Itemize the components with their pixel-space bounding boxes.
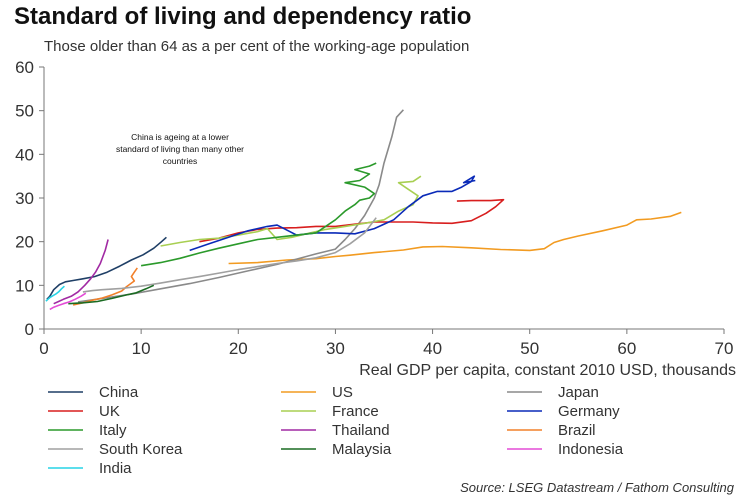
legend-label: Thailand bbox=[332, 422, 390, 439]
x-tick-label: 10 bbox=[132, 339, 151, 358]
x-tick-label: 20 bbox=[229, 339, 248, 358]
legend-item: Germany bbox=[507, 403, 620, 420]
series-line-india bbox=[45, 285, 65, 302]
series-line-france bbox=[160, 175, 422, 247]
legend-item: Indonesia bbox=[507, 441, 624, 458]
series-lines bbox=[45, 109, 682, 311]
legend-label: Italy bbox=[99, 422, 127, 439]
series-line-china bbox=[46, 236, 167, 300]
x-tick-label: 40 bbox=[423, 339, 442, 358]
legend-item: Thailand bbox=[281, 422, 390, 439]
legend-label: Japan bbox=[558, 384, 599, 401]
y-tick-label: 50 bbox=[15, 102, 34, 121]
source-note: Source: LSEG Datastream / Fathom Consult… bbox=[460, 480, 734, 495]
legend-item: Malaysia bbox=[281, 441, 392, 458]
y-tick-label: 30 bbox=[15, 189, 34, 208]
legend-label: Brazil bbox=[558, 422, 596, 439]
legend-label: South Korea bbox=[99, 441, 183, 458]
legend-label: China bbox=[99, 384, 139, 401]
y-tick-label: 40 bbox=[15, 145, 34, 164]
legend-label: US bbox=[332, 384, 353, 401]
legend-item: US bbox=[281, 384, 353, 401]
legend-item: Japan bbox=[507, 384, 599, 401]
axes: 0 10 20 30 40 50 60 0 10 20 30 40 50 60 70 bbox=[15, 58, 733, 358]
series-line-germany bbox=[189, 175, 476, 252]
series-line-thailand bbox=[53, 239, 109, 305]
y-tick-label: 0 bbox=[25, 320, 34, 339]
annotation-line: countries bbox=[163, 156, 198, 166]
legend-item: Brazil bbox=[507, 422, 596, 439]
legend-label: France bbox=[332, 403, 379, 420]
legend-item: India bbox=[48, 460, 132, 477]
y-tick-label: 60 bbox=[15, 58, 34, 77]
legend-label: India bbox=[99, 460, 132, 477]
legend-label: UK bbox=[99, 403, 120, 420]
legend-label: Indonesia bbox=[558, 441, 624, 458]
legend-label: Germany bbox=[558, 403, 620, 420]
series-line-us bbox=[228, 211, 682, 265]
legend-item: China bbox=[48, 384, 139, 401]
x-tick-label: 50 bbox=[520, 339, 539, 358]
chart-subtitle: Those older than 64 as a per cent of the… bbox=[44, 38, 470, 55]
chart-canvas: 0 10 20 30 40 50 60 0 10 20 30 40 50 60 70 China is ag… bbox=[15, 58, 736, 477]
legend-item: Italy bbox=[48, 422, 127, 439]
series-line-italy bbox=[140, 162, 377, 267]
y-tick-label: 20 bbox=[15, 233, 34, 252]
x-axis-label: Real GDP per capita, constant 2010 USD, … bbox=[359, 362, 736, 379]
legend-label: Malaysia bbox=[332, 441, 392, 458]
legend-item: France bbox=[281, 403, 379, 420]
legend-item: UK bbox=[48, 403, 120, 420]
x-tick-label: 0 bbox=[39, 339, 48, 358]
legend-item: South Korea bbox=[48, 441, 183, 458]
series-line-indonesia bbox=[49, 292, 87, 311]
annotation-line: China is ageing at a lower bbox=[131, 132, 229, 142]
x-tick-label: 60 bbox=[617, 339, 636, 358]
y-tick-label: 10 bbox=[15, 276, 34, 295]
series-line-japan bbox=[77, 109, 404, 303]
chart-annotation: China is ageing at a lower standard of li… bbox=[116, 132, 244, 166]
annotation-line: standard of living than many other bbox=[116, 144, 244, 154]
legend: China US Japan UK France Germany Italy Thailand… bbox=[48, 384, 624, 477]
chart-title: Standard of living and dependency ratio bbox=[14, 3, 472, 30]
series-line-south-korea bbox=[82, 217, 377, 293]
x-tick-label: 70 bbox=[715, 339, 734, 358]
series-line-malaysia bbox=[68, 284, 155, 305]
x-tick-label: 30 bbox=[326, 339, 345, 358]
series-line-brazil bbox=[72, 267, 138, 306]
